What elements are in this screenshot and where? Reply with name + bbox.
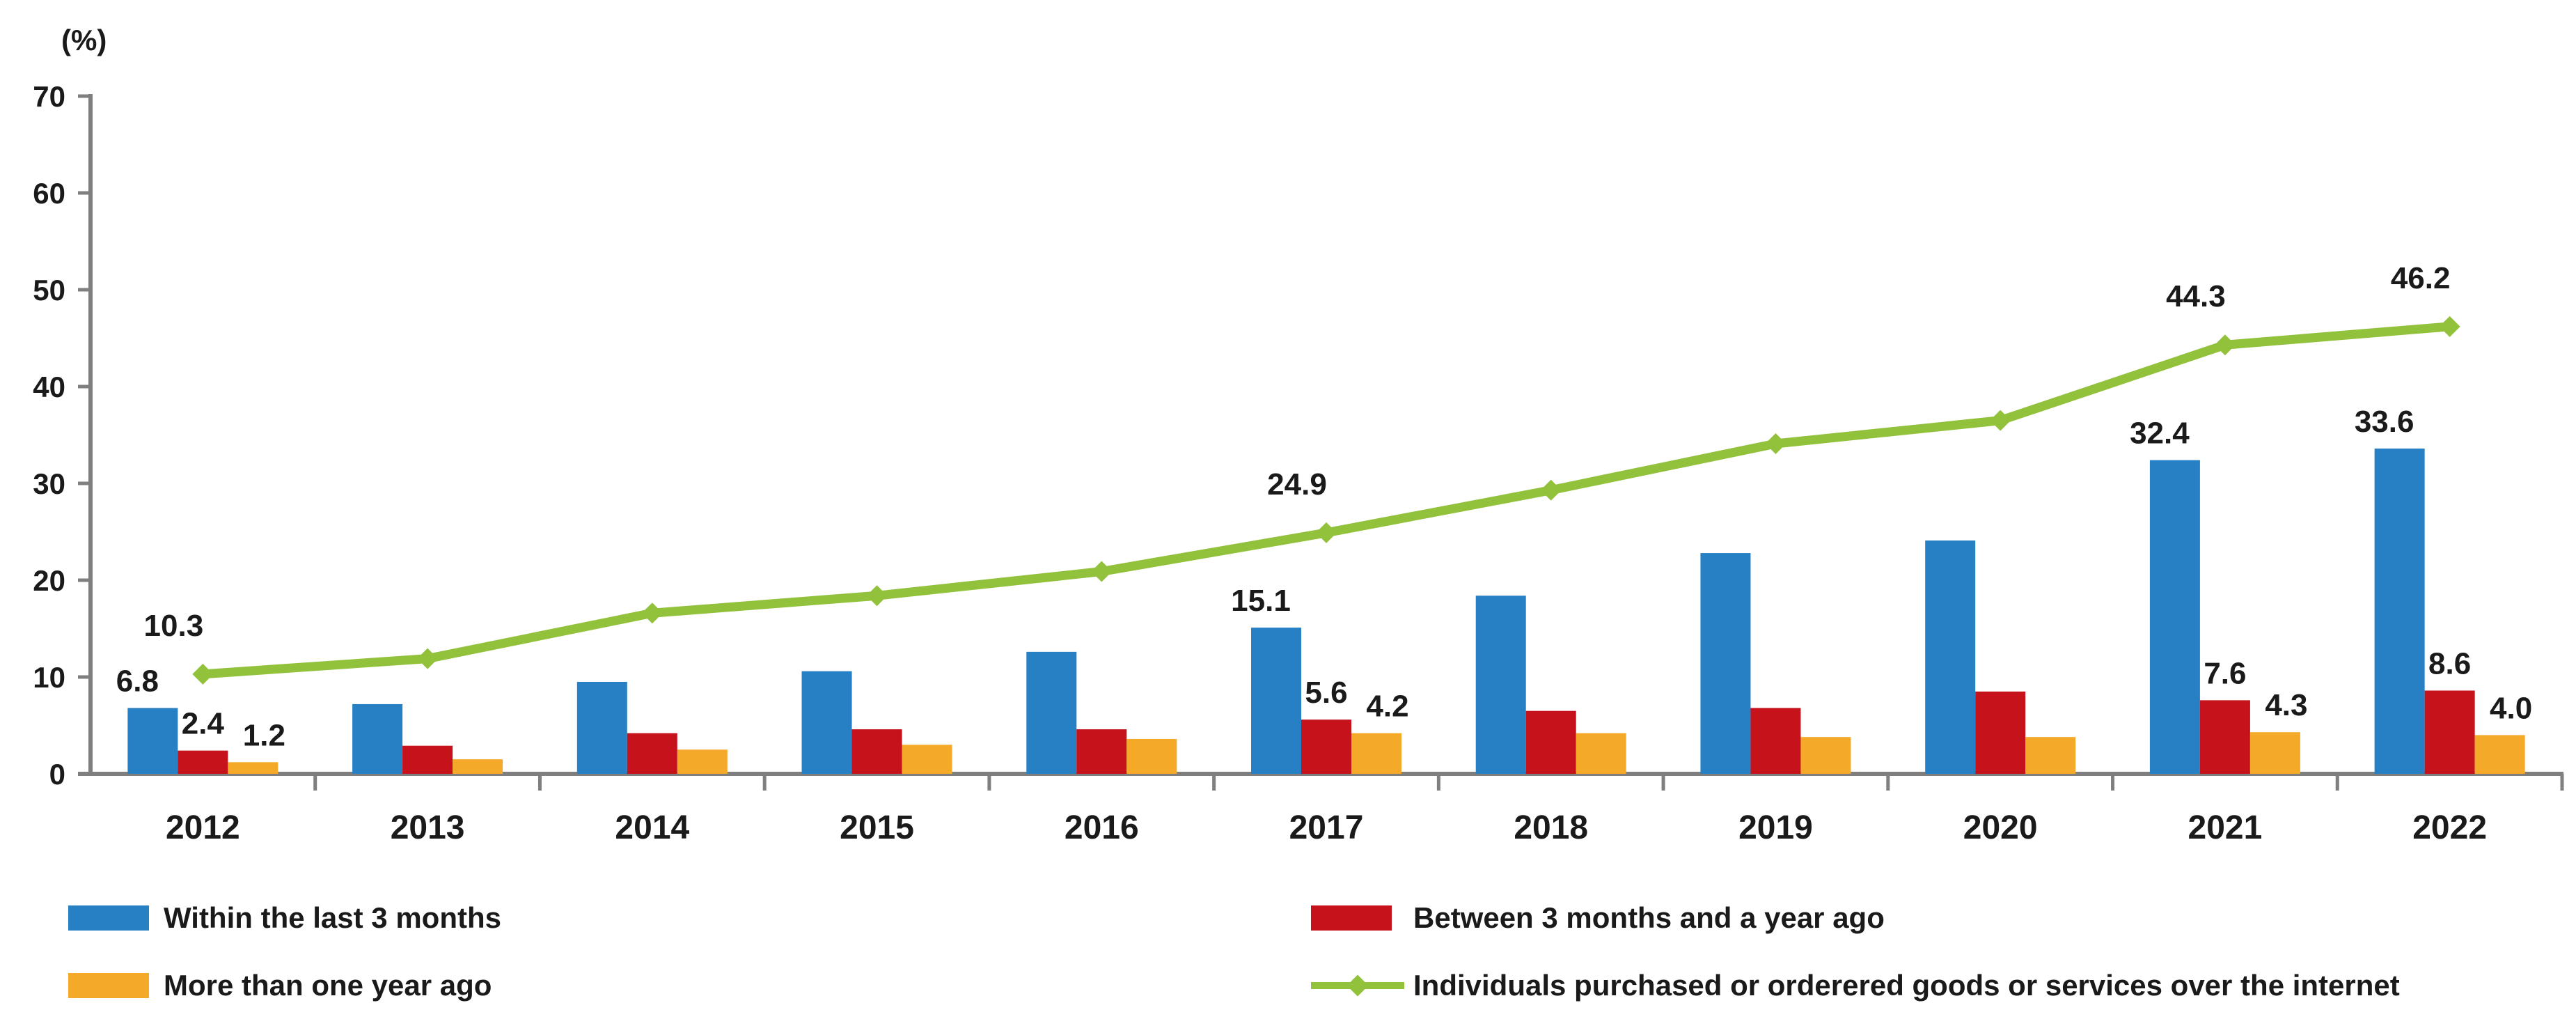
data-label-within-last-3-months-2022: 33.6 [2355, 405, 2414, 439]
line-marker-2022 [2439, 316, 2460, 337]
y-tick-label-60: 60 [33, 177, 65, 210]
data-label-more-than-one-year-2012: 1.2 [243, 718, 285, 752]
line-marker-2015 [866, 585, 888, 607]
bar-within-last-3-months-2012 [127, 708, 178, 774]
data-label-individuals-purchased-over-internet-2022: 46.2 [2391, 261, 2451, 295]
bar-between-3-months-and-year-2014 [627, 733, 677, 774]
bar-within-last-3-months-2014 [576, 681, 627, 774]
x-category-label-2018: 2018 [1514, 809, 1588, 846]
y-tick-label-30: 30 [33, 467, 65, 500]
line-marker-2016 [1091, 561, 1113, 582]
bar-more-than-one-year-2022 [2474, 735, 2525, 774]
data-label-individuals-purchased-over-internet-2012: 10.3 [144, 609, 204, 643]
data-label-within-last-3-months-2017: 15.1 [1231, 584, 1291, 618]
bar-between-3-months-and-year-2018 [1525, 710, 1576, 774]
bar-within-last-3-months-2013 [352, 703, 403, 774]
bar-between-3-months-and-year-2012 [178, 750, 228, 774]
line-marker-2018 [1540, 479, 1562, 501]
bar-between-3-months-and-year-2020 [1975, 691, 2026, 774]
bar-more-than-one-year-2014 [677, 749, 728, 774]
data-label-more-than-one-year-2017: 4.2 [1366, 690, 1408, 724]
bar-more-than-one-year-2019 [1800, 737, 1851, 774]
bar-more-than-one-year-2016 [1126, 738, 1177, 774]
bar-within-last-3-months-2018 [1475, 596, 1526, 774]
bar-within-last-3-months-2015 [801, 671, 852, 774]
data-label-more-than-one-year-2022: 4.0 [2490, 691, 2532, 725]
bar-within-last-3-months-2017 [1251, 628, 1301, 774]
bar-within-last-3-months-2019 [1700, 553, 1751, 774]
data-label-individuals-purchased-over-internet-2017: 24.9 [1267, 467, 1327, 501]
bar-between-3-months-and-year-2019 [1750, 708, 1801, 774]
data-label-between-3-months-and-year-2017: 5.6 [1305, 676, 1347, 710]
y-tick-label-40: 40 [33, 371, 65, 403]
line-marker-2014 [641, 602, 663, 624]
data-label-within-last-3-months-2012: 6.8 [116, 664, 159, 698]
bar-between-3-months-and-year-2016 [1076, 729, 1127, 774]
x-category-label-2012: 2012 [166, 809, 240, 846]
data-label-more-than-one-year-2021: 4.3 [2265, 688, 2307, 722]
x-category-label-2020: 2020 [1963, 809, 2038, 846]
line-marker-2021 [2214, 334, 2236, 356]
bar-within-last-3-months-2016 [1026, 651, 1077, 774]
data-label-between-3-months-and-year-2012: 2.4 [182, 707, 225, 741]
data-label-between-3-months-and-year-2021: 7.6 [2204, 656, 2246, 690]
x-category-label-2015: 2015 [840, 809, 914, 846]
bar-within-last-3-months-2021 [2149, 460, 2200, 774]
y-tick-label-20: 20 [33, 564, 65, 597]
bar-between-3-months-and-year-2013 [402, 745, 453, 774]
bar-between-3-months-and-year-2017 [1301, 719, 1351, 774]
bar-within-last-3-months-2022 [2374, 448, 2425, 774]
line-marker-2019 [1765, 433, 1786, 455]
y-tick-label-10: 10 [33, 661, 65, 694]
bar-more-than-one-year-2018 [1576, 733, 1626, 774]
data-label-individuals-purchased-over-internet-2021: 44.3 [2166, 279, 2226, 313]
bar-more-than-one-year-2012 [228, 762, 278, 774]
line-marker-2012 [192, 663, 214, 685]
x-category-label-2019: 2019 [1738, 809, 1813, 846]
line-marker-2013 [417, 648, 439, 669]
data-label-within-last-3-months-2021: 32.4 [2130, 417, 2190, 451]
x-category-label-2022: 2022 [2412, 809, 2487, 846]
bar-between-3-months-and-year-2015 [851, 729, 902, 774]
y-tick-label-0: 0 [49, 758, 65, 791]
bar-between-3-months-and-year-2021 [2199, 700, 2250, 774]
bar-within-last-3-months-2020 [1925, 540, 1976, 774]
y-axis-unit-label: (%) [61, 24, 107, 56]
bar-more-than-one-year-2015 [902, 745, 952, 774]
bar-more-than-one-year-2020 [2025, 737, 2076, 774]
y-tick-label-70: 70 [33, 80, 65, 113]
x-category-label-2016: 2016 [1065, 809, 1139, 846]
data-label-between-3-months-and-year-2022: 8.6 [2428, 646, 2471, 680]
x-category-label-2014: 2014 [615, 809, 689, 846]
x-category-label-2017: 2017 [1289, 809, 1364, 846]
bar-more-than-one-year-2017 [1351, 733, 1401, 774]
bar-more-than-one-year-2021 [2249, 732, 2300, 774]
bar-more-than-one-year-2013 [453, 759, 503, 774]
line-marker-2020 [1990, 410, 2011, 431]
line-marker-2017 [1316, 522, 1337, 543]
x-category-label-2013: 2013 [391, 809, 465, 846]
bar-between-3-months-and-year-2022 [2424, 690, 2475, 774]
x-category-label-2021: 2021 [2188, 809, 2263, 846]
y-tick-label-50: 50 [33, 274, 65, 306]
